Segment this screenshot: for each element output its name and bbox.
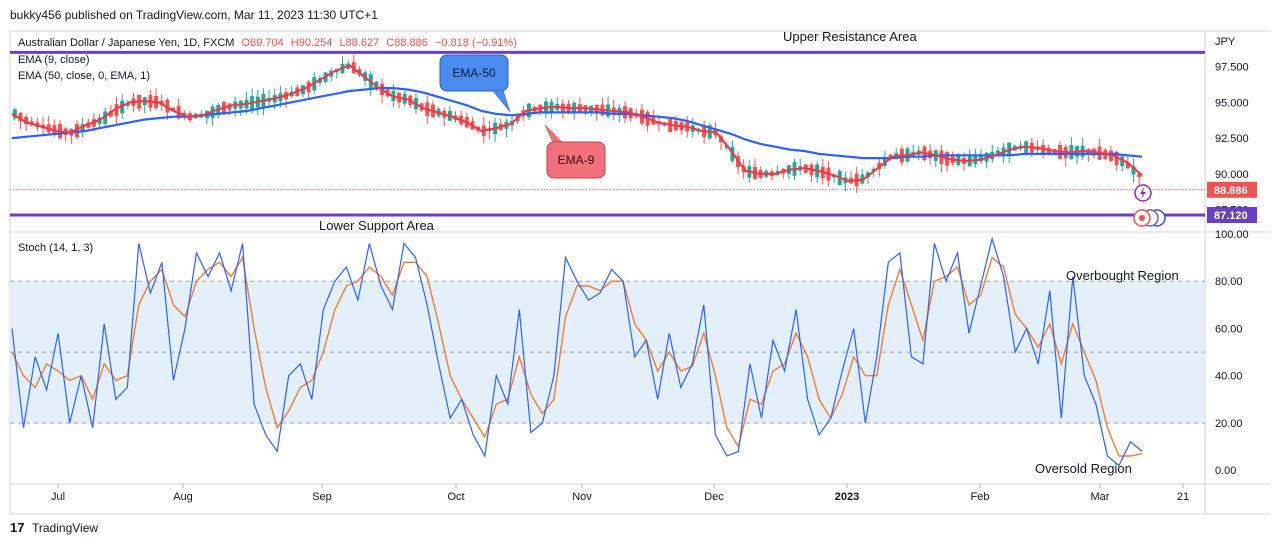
- stoch-tick: 100.00: [1215, 229, 1249, 241]
- stoch-legend[interactable]: Stoch (14, 1, 3): [18, 242, 93, 254]
- candle-body: [103, 111, 108, 124]
- stoch-d-line: [11, 255, 1143, 457]
- oversold-label: Oversold Region: [1035, 461, 1132, 476]
- price-pane[interactable]: [10, 50, 1205, 217]
- stoch-k-line: [11, 236, 1143, 467]
- price-tick: 90.000: [1215, 169, 1249, 181]
- ema9-line: [11, 64, 1143, 183]
- overbought-label: Overbought Region: [1066, 268, 1179, 283]
- lower-support-label: Lower Support Area: [319, 218, 435, 233]
- candle-body: [125, 102, 130, 106]
- currency-label: JPY: [1215, 36, 1236, 48]
- candle-body: [171, 107, 176, 112]
- ohlc-open: O89.704: [242, 37, 284, 49]
- candle-body: [114, 104, 119, 116]
- published-line: bukky456 published on TradingView.com, M…: [10, 8, 378, 22]
- time-tick: Nov: [572, 491, 592, 503]
- lightning-icon[interactable]: [1134, 184, 1152, 202]
- candle-body: [24, 116, 29, 125]
- stoch-tick: 20.00: [1215, 418, 1243, 430]
- stoch-tick: 0.00: [1215, 465, 1236, 477]
- candle-body: [1125, 162, 1130, 169]
- candle-body: [1120, 156, 1125, 167]
- symbol-legend[interactable]: Australian Dollar / Japanese Yen, 1D, FX…: [18, 37, 517, 49]
- tradingview-logo-mark: 17: [10, 520, 24, 535]
- last-price-label: 88.886: [1214, 185, 1248, 197]
- support-price-label: 87.120: [1214, 210, 1248, 222]
- stoch-pane[interactable]: [10, 236, 1205, 467]
- candle-body: [1137, 173, 1142, 178]
- symbol-title: Australian Dollar / Japanese Yen, 1D, FX…: [18, 37, 234, 49]
- candle-body: [159, 100, 164, 106]
- price-tick: 92.500: [1215, 133, 1249, 145]
- tradingview-brand: TradingView: [32, 521, 98, 535]
- candle-body: [74, 124, 79, 138]
- ohlc-close: C88.886: [386, 37, 428, 49]
- ohlc-change: −0.818 (−0.91%): [435, 37, 517, 49]
- ohlc-high: H90.254: [291, 37, 333, 49]
- ema50-callout: EMA-50: [439, 54, 511, 113]
- ema50-legend[interactable]: EMA (50, close, 0, EMA, 1): [18, 70, 150, 82]
- last-price-label-bg: [1207, 181, 1257, 198]
- upper-resistance-label: Upper Resistance Area: [783, 29, 917, 44]
- time-tick: Feb: [971, 491, 990, 503]
- time-tick: Aug: [173, 491, 193, 503]
- stoch-tick: 60.00: [1215, 323, 1243, 335]
- support-price-label-bg: [1207, 207, 1257, 223]
- price-tick: 97.500: [1215, 62, 1249, 74]
- time-tick: Dec: [704, 491, 724, 503]
- candle-body: [1114, 151, 1119, 166]
- candle-body: [120, 100, 125, 114]
- axes: 97.50095.00092.50090.00087.500100.0080.0…: [51, 62, 1257, 503]
- ohlc-low: L88.627: [339, 37, 379, 49]
- candle-body: [108, 111, 113, 117]
- candle-body: [18, 112, 23, 122]
- candle-body: [1131, 166, 1136, 175]
- stoch-tick: 40.00: [1215, 371, 1243, 383]
- ema50-callout-text: EMA-50: [452, 66, 496, 80]
- price-tick: 95.000: [1215, 97, 1249, 109]
- time-tick: Oct: [447, 491, 464, 503]
- ema9-legend[interactable]: EMA (9, close): [18, 54, 90, 66]
- time-tick: 21: [1177, 491, 1189, 503]
- time-tick: Mar: [1091, 491, 1110, 503]
- time-tick: Sep: [312, 491, 332, 503]
- ema9-callout: EMA-9: [544, 124, 606, 179]
- ema9-callout-text: EMA-9: [558, 153, 595, 167]
- candle-body: [80, 124, 85, 132]
- candle-body: [165, 99, 170, 113]
- event-icons[interactable]: [1133, 209, 1166, 227]
- tradingview-logo[interactable]: 17 TradingView: [10, 520, 98, 535]
- stoch-tick: 80.00: [1215, 276, 1243, 288]
- time-tick: 2023: [835, 491, 859, 503]
- candle-body: [12, 109, 17, 119]
- time-tick: Jul: [51, 491, 65, 503]
